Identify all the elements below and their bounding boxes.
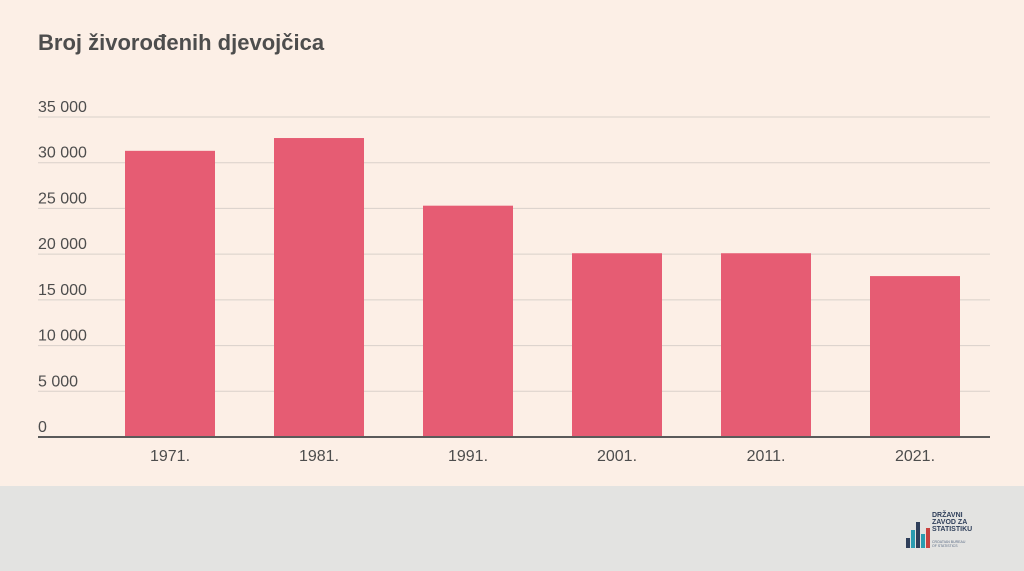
y-tick-label: 0: [38, 419, 47, 436]
bar-1981: [274, 138, 364, 437]
bar-1991: [423, 205, 513, 437]
x-tick-label: 2001.: [597, 448, 637, 465]
y-tick-label: 5 000: [38, 373, 78, 390]
x-tick-label: 1971.: [150, 448, 190, 465]
bar-2001: [572, 253, 662, 437]
y-tick-label: 10 000: [38, 328, 87, 345]
bar-chart: 0 5 000 10 000 15 000 20 000 25 000 30 000 35 0…: [38, 99, 990, 465]
footer-bar: [0, 486, 1024, 571]
y-tick-label: 35 000: [38, 99, 87, 116]
bar-2021: [870, 276, 960, 437]
y-tick-label: 20 000: [38, 236, 87, 253]
logo-subtext: CROATIAN BUREAU OF STATISTICS: [932, 540, 966, 548]
bar-1971: [125, 150, 215, 438]
bar-chart-logo-icon: [906, 520, 930, 548]
logo-text: DRŽAVNI ZAVOD ZA STATISTIKU: [932, 512, 973, 533]
x-tick-label: 2011.: [747, 448, 786, 465]
bar-2011: [721, 253, 811, 437]
x-tick-label: 2021.: [895, 448, 935, 465]
x-tick-label: 1981.: [299, 448, 339, 465]
y-tick-label: 30 000: [38, 145, 87, 162]
chart-title: Broj živorođenih djevojčica: [38, 30, 325, 55]
y-tick-label: 25 000: [38, 190, 87, 207]
y-tick-label: 15 000: [38, 282, 87, 299]
dzs-logo: DRŽAVNI ZAVOD ZA STATISTIKU CROATIAN BUR…: [906, 510, 996, 556]
x-tick-label: 1991.: [448, 448, 488, 465]
